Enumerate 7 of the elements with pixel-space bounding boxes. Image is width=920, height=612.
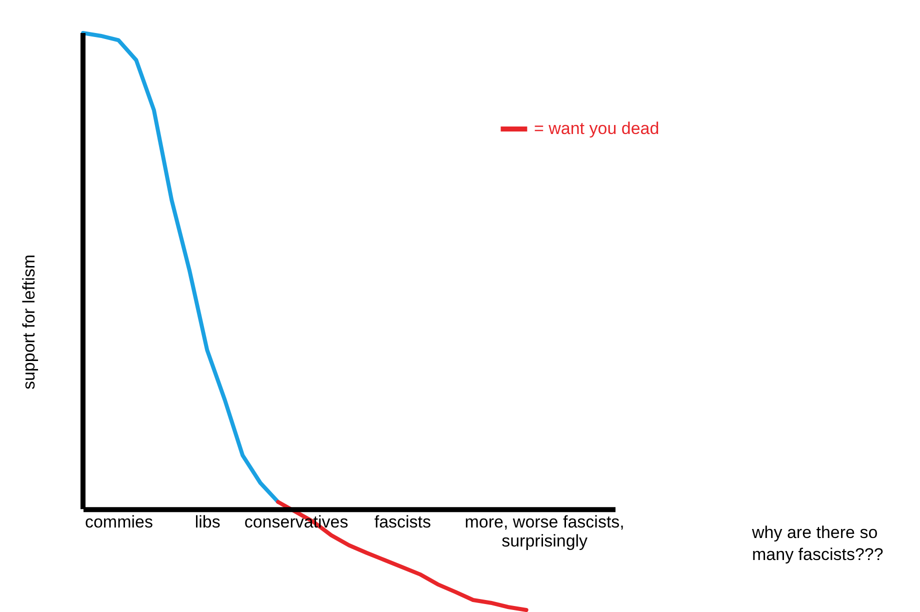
x-tick-label: commies <box>84 512 153 532</box>
text: why are there so many fascists??? <box>751 523 884 564</box>
x-tick-label: libs <box>194 512 220 532</box>
x-tick-label: more, worse fascists, surprisingly <box>464 512 624 551</box>
legend-label: = want you dead <box>534 119 660 138</box>
y-axis-title: support for leftism <box>20 254 38 390</box>
x-tick-label: fascists <box>374 512 432 532</box>
